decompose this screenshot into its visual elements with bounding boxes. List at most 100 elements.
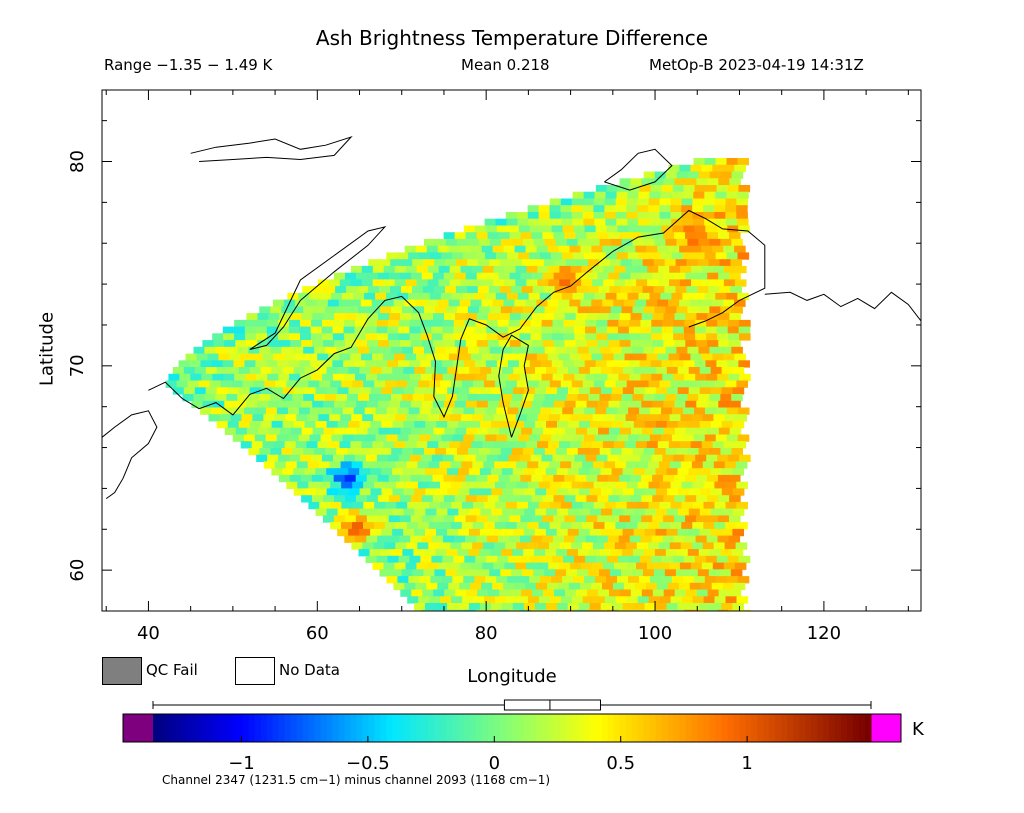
swath-pixel <box>496 576 508 584</box>
swath-pixel <box>681 205 693 213</box>
swath-pixel <box>674 400 686 409</box>
swath-pixel <box>494 481 507 489</box>
swath-pixel <box>702 542 715 550</box>
swath-pixel <box>486 319 499 328</box>
swath-pixel <box>381 488 394 496</box>
swath-pixel <box>668 441 681 449</box>
swath-pixel <box>605 218 617 226</box>
swath-pixel <box>268 427 281 435</box>
swath-pixel <box>646 245 658 253</box>
swath-pixel <box>275 380 287 388</box>
swath-pixel <box>725 380 737 388</box>
swath-pixel <box>551 434 563 442</box>
swath-pixel <box>255 360 267 368</box>
swath-pixel <box>570 279 582 287</box>
swath-pixel <box>618 319 630 328</box>
swath-pixel <box>432 535 444 543</box>
swath-pixel <box>468 468 481 476</box>
swath-pixel <box>654 238 667 247</box>
swath-pixel <box>619 313 632 321</box>
swath-pixel <box>519 326 531 334</box>
swath-pixel <box>685 313 698 321</box>
swath-pixel <box>689 582 702 591</box>
swath-pixel <box>731 394 743 402</box>
swath-pixel <box>541 609 554 611</box>
swath-pixel <box>548 562 560 570</box>
swath-pixel <box>681 380 694 388</box>
swath-pixel <box>735 265 747 274</box>
swath-pixel <box>540 407 552 415</box>
swath-pixel <box>336 448 348 456</box>
swath-pixel <box>481 245 494 253</box>
swath-pixel <box>304 367 317 375</box>
swath-pixel <box>321 333 334 341</box>
swath-pixel <box>481 299 494 307</box>
swath-pixel <box>445 259 457 267</box>
swath-pixel <box>220 380 233 388</box>
swath-pixel <box>442 609 455 611</box>
swath-pixel <box>448 582 460 591</box>
swath-pixel <box>636 265 648 274</box>
swath-pixel <box>718 515 730 523</box>
swath-pixel <box>224 400 236 409</box>
swath-pixel <box>329 461 342 469</box>
swath-pixel <box>436 367 448 375</box>
swath-pixel <box>420 326 432 334</box>
swath-pixel <box>671 292 683 301</box>
swath-pixel <box>436 528 448 537</box>
swath-pixel <box>573 225 586 233</box>
swath-pixel <box>566 448 579 456</box>
swath-pixel <box>484 380 496 388</box>
swath-pixel <box>597 340 610 348</box>
swath-pixel <box>580 245 593 253</box>
swath-pixel <box>635 245 647 253</box>
swath-pixel <box>732 488 745 496</box>
swath-pixel <box>586 474 598 483</box>
colorbar-segment <box>242 714 250 742</box>
swath-pixel <box>724 461 737 469</box>
swath-pixel <box>638 292 651 301</box>
swath-pixel <box>545 468 558 476</box>
swath-pixel <box>464 360 476 368</box>
swath-pixel <box>429 501 441 510</box>
swath-pixel <box>306 441 319 449</box>
swath-pixel <box>687 394 699 402</box>
swath-pixel <box>707 340 719 348</box>
swath-pixel <box>265 434 278 442</box>
swath-pixel <box>293 421 306 429</box>
swath-pixel <box>523 603 536 611</box>
colorbar-segment <box>691 714 698 742</box>
swath-pixel <box>330 481 342 489</box>
swath-pixel <box>662 609 674 611</box>
swath-pixel <box>348 421 360 429</box>
chart-title: Ash Brightness Temperature Difference <box>315 26 709 50</box>
swath-pixel <box>621 549 634 557</box>
swath-pixel <box>676 238 688 247</box>
swath-pixel <box>559 279 571 287</box>
swath-pixel <box>607 333 619 341</box>
swath-pixel <box>618 535 631 543</box>
swath-pixel <box>596 535 609 543</box>
swath-pixel <box>308 501 320 510</box>
swath-pixel <box>558 245 571 253</box>
swath-pixel <box>604 481 617 489</box>
swath-pixel <box>435 549 447 557</box>
swath-pixel <box>556 528 569 537</box>
swath-pixel <box>346 286 358 294</box>
swath-pixel <box>462 501 474 510</box>
swath-pixel <box>608 313 621 321</box>
swath-pixel <box>465 232 478 240</box>
swath-pixel <box>674 474 686 483</box>
swath-pixel <box>702 461 715 469</box>
swath-pixel <box>462 292 475 301</box>
swath-pixel <box>237 394 249 402</box>
swath-pixel <box>698 448 711 456</box>
swath-pixel <box>579 488 591 496</box>
swath-pixel <box>485 252 497 260</box>
swath-pixel <box>556 549 568 557</box>
swath-pixel <box>735 617 747 624</box>
swath-pixel <box>512 528 525 537</box>
swath-pixel <box>456 346 469 355</box>
swath-pixel <box>367 272 379 280</box>
swath-pixel <box>273 353 285 361</box>
